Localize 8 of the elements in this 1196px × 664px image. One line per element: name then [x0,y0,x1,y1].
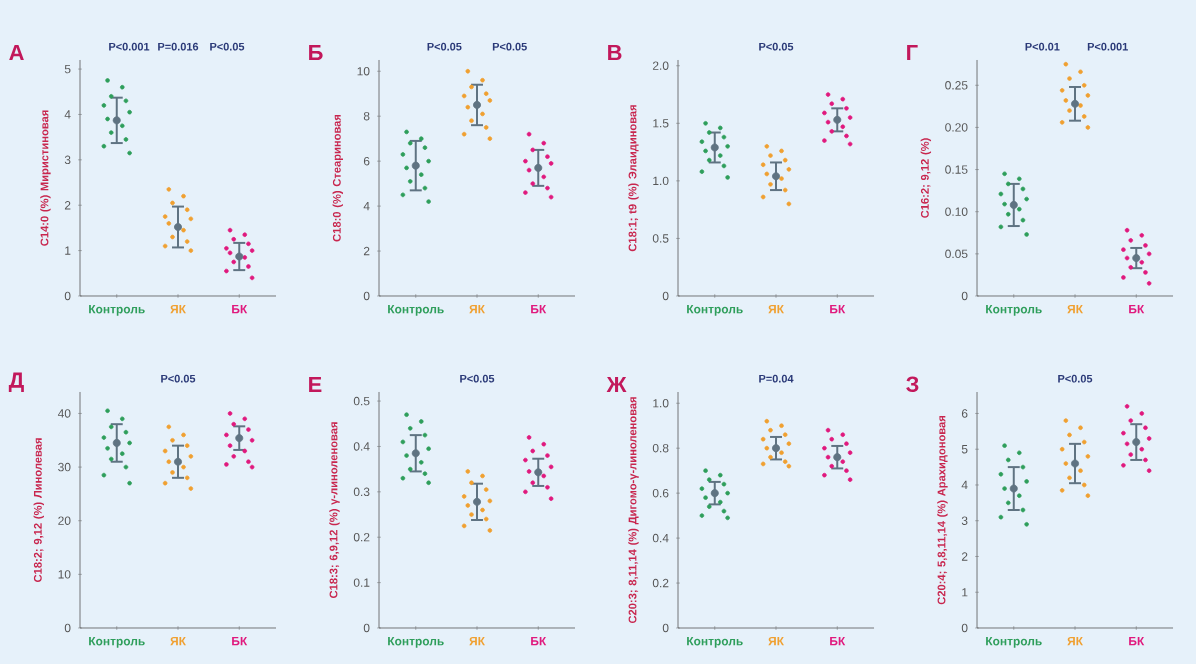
chart-title: Е [309,376,322,393]
chart-title: Г [907,44,918,61]
chart-title: Ж [606,376,627,393]
chart-title: А [9,44,24,61]
chart-title: В [608,44,622,61]
chart-title: З [906,376,919,393]
chart-title: Б [309,44,323,61]
chart-title: Д [8,372,24,393]
